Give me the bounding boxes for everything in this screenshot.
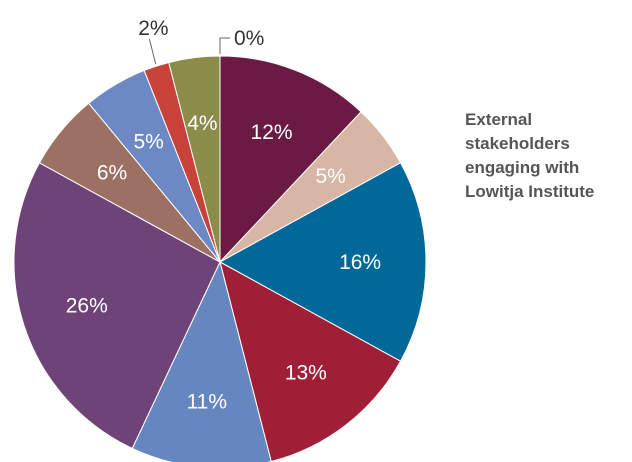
slice-label-7: 5% — [134, 130, 164, 153]
pie-slice-4 — [131, 260, 272, 462]
slice-label-1: 5% — [316, 165, 346, 188]
chart-title: External stakeholders engaging with Lowi… — [465, 108, 632, 204]
slice-label-6: 6% — [97, 162, 127, 185]
chart-title-line-4: Lowitja Institute — [465, 182, 595, 201]
slice-label-4: 11% — [187, 390, 227, 413]
slice-label-5: 26% — [66, 294, 108, 317]
leader-line-8 — [148, 38, 157, 65]
slice-label-3: 13% — [285, 362, 327, 385]
slice-label-2: 16% — [339, 251, 381, 274]
slice-label-8: 2% — [138, 17, 168, 40]
pie-slice-9 — [168, 55, 221, 263]
chart-title-line-3: engaging with — [465, 158, 580, 177]
leader-line-10 — [219, 37, 230, 54]
chart-title-line-1: External — [465, 110, 533, 129]
slice-label-0: 12% — [251, 121, 293, 144]
pie-slice-3 — [219, 261, 402, 462]
pie-slice-0 — [219, 55, 362, 264]
chart-title-line-2: stakeholders — [465, 134, 570, 153]
slice-label-9: 4% — [187, 112, 217, 135]
pie-slice-2 — [218, 162, 427, 362]
slice-label-10: 0% — [234, 27, 264, 50]
